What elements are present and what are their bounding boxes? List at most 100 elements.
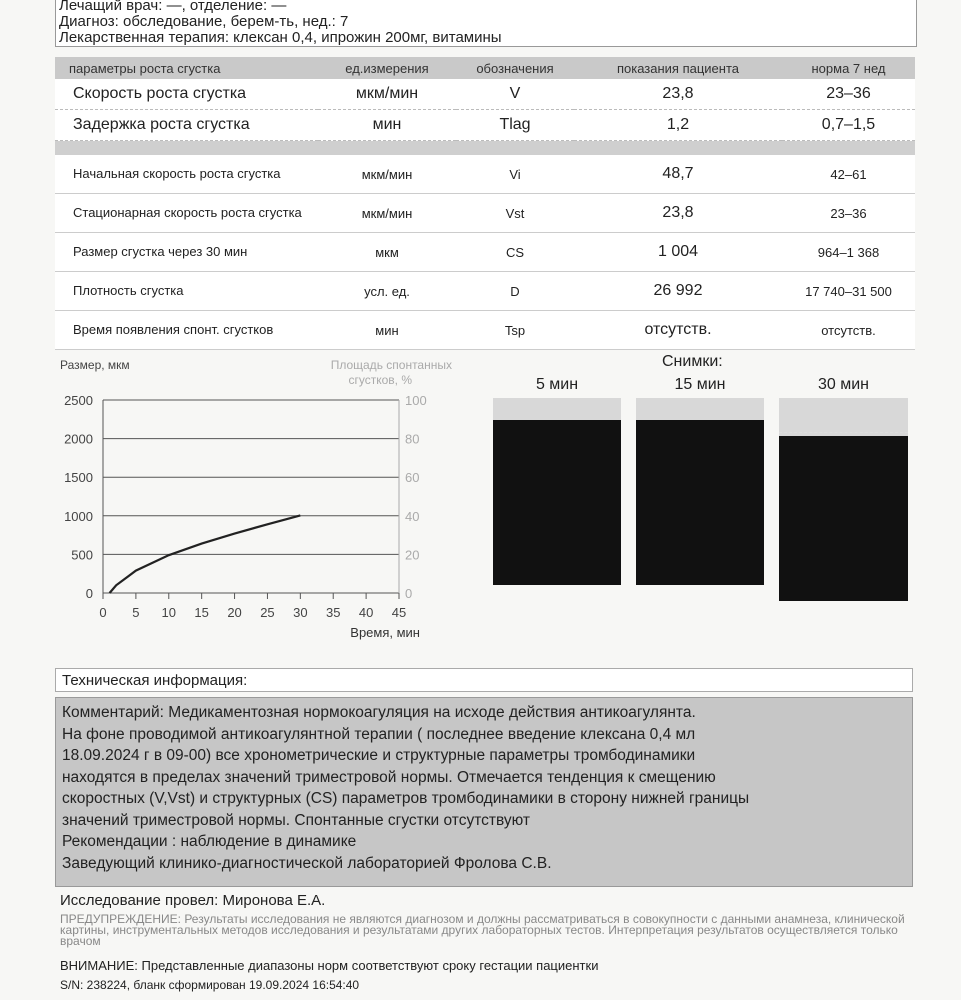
tech-info-title: Техническая информация: — [55, 668, 913, 692]
x-tick-label: 30 — [293, 605, 307, 620]
x-tick-label: 35 — [326, 605, 340, 620]
cell: 23–36 — [782, 193, 915, 233]
cell: Задержка роста сгустка — [55, 109, 318, 141]
comment-line: Комментарий: Медикаментозная нормокоагул… — [62, 704, 696, 721]
cell: Плотность сгустка — [55, 271, 318, 311]
clot-growth-chart: Размер, мкм Площадь спонтанных сгустков, … — [60, 358, 452, 640]
clot-size-line — [108, 514, 301, 594]
snapshot-label: 5 мин — [535, 376, 579, 393]
cell: мин — [318, 310, 456, 350]
cell: 0,7–1,5 — [782, 109, 915, 141]
comment-line: 18.09.2024 г в 09-00) все хронометрическ… — [62, 747, 696, 764]
snapshot-label: 15 мин — [674, 376, 726, 393]
y-tick-label: 2000 — [64, 432, 93, 447]
cell: отсутств. — [574, 310, 782, 350]
col-header: ед.измерения — [318, 57, 456, 79]
cell: Стационарная скорость роста сгустка — [55, 193, 318, 233]
comment-line: значений триместровой нормы. Спонтанные … — [62, 811, 531, 829]
cell: Время появления спонт. сгустков — [55, 310, 318, 350]
comment-line: скоростных (V,Vst) и структурных (CS) па… — [62, 790, 750, 807]
snapshot-label: 30 мин — [817, 376, 869, 393]
col-header: параметры роста сгустка — [55, 57, 318, 79]
snapshot-30min-image — [779, 398, 908, 601]
x-tick-label: 0 — [99, 605, 106, 620]
cell: 1 004 — [574, 232, 782, 272]
snapshot-15min-image — [636, 398, 764, 585]
cell: 23,8 — [574, 79, 782, 110]
table-row: Стационарная скорость роста сгустка мкм/м… — [55, 193, 915, 233]
cell: Vi — [456, 155, 574, 194]
x-axis-label: Время, мин — [350, 625, 420, 640]
y-tick-label: 2500 — [64, 393, 93, 408]
cell: Размер сгустка через 30 мин — [55, 232, 318, 272]
y2-tick-label: 0 — [405, 586, 412, 601]
y2-tick-label: 80 — [405, 432, 419, 447]
cell: мкм/мин — [318, 155, 456, 194]
y2-tick-label: 20 — [405, 547, 419, 562]
y2-tick-label: 40 — [405, 509, 419, 524]
cell: 23,8 — [574, 193, 782, 233]
comment-box: Комментарий: Медикаментозная нормокоагул… — [55, 697, 913, 887]
x-tick-label: 25 — [260, 605, 274, 620]
comment-line: На фоне проводимой антикоагулянтной тера… — [62, 725, 696, 743]
cell: V — [456, 79, 574, 110]
y-tick-label: 500 — [71, 547, 93, 562]
cell: Tlag — [456, 109, 574, 141]
col-header: обозначения — [456, 57, 574, 79]
x-tick-label: 10 — [162, 605, 176, 620]
patient-info: Лечащий врач: —, отделение: — Диагноз: о… — [55, 0, 917, 47]
cell: мкм — [318, 232, 456, 272]
cell: CS — [456, 232, 574, 272]
y-tick-label: 1500 — [64, 470, 93, 485]
therapy: Лекарственная терапия: клексан 0,4, ипро… — [59, 29, 502, 46]
comment-line: находятся в пределах значений триместров… — [62, 768, 716, 786]
cell: 42–61 — [782, 155, 915, 194]
cell: мкм/мин — [318, 193, 456, 233]
x-tick-label: 45 — [392, 605, 406, 620]
cell: отсутств. — [782, 310, 915, 350]
y2-axis-label: Площадь спонтанных сгустков, % — [331, 358, 452, 387]
cell: 1,2 — [574, 109, 782, 141]
doctor: Лечащий врач: —, отделение: — — [59, 0, 287, 14]
cell: Tsp — [456, 310, 574, 350]
y-tick-label: 1000 — [64, 509, 93, 524]
cell: Начальная скорость роста сгустка — [55, 155, 318, 194]
table-row: Задержка роста сгустка мин Tlag 1,2 0,7–1,5 — [55, 109, 915, 141]
x-tick-label: 15 — [194, 605, 208, 620]
x-tick-label: 20 — [227, 605, 241, 620]
table-row: Размер сгустка через 30 мин мкм CS 1 004 964… — [55, 232, 915, 272]
results-table: параметры роста сгустка ед.измерения обо… — [55, 57, 915, 350]
cell: мин — [318, 109, 456, 141]
cell: 48,7 — [574, 155, 782, 194]
y2-tick-label: 60 — [405, 470, 419, 485]
warning-text: ПРЕДУПРЕЖДЕНИЕ: Результаты исследования … — [60, 912, 905, 948]
cell: Скорость роста сгустка — [55, 79, 318, 110]
y-axis-label: Размер, мкм — [60, 358, 130, 372]
table-row: Плотность сгустка усл. ед. D 26 992 17 740–3… — [55, 271, 915, 311]
cell: 964–1 368 — [782, 232, 915, 272]
serial-number: S/N: 238224, бланк сформирован 19.09.202… — [60, 978, 360, 992]
table-row: Время появления спонт. сгустков мин Tsp отс… — [55, 310, 915, 350]
x-tick-label: 5 — [132, 605, 139, 620]
x-tick-label: 40 — [359, 605, 373, 620]
snapshots-title: Снимки: — [662, 353, 723, 370]
cell: мкм/мин — [318, 79, 456, 110]
cell: 23–36 — [782, 79, 915, 110]
comment-line: Заведующий клинико-диагностической лабор… — [62, 854, 552, 872]
table-header: параметры роста сгустка ед.измерения обо… — [55, 57, 915, 79]
comment-line: Рекомендации : наблюдение в динамике — [62, 833, 357, 850]
table-row: Начальная скорость роста сгустка мкм/мин V… — [55, 155, 915, 194]
cell: Vst — [456, 193, 574, 233]
col-header: показания пациента — [574, 57, 782, 79]
cell: 17 740–31 500 — [782, 271, 915, 311]
y-tick-label: 0 — [86, 586, 93, 601]
performed-by: Исследование провел: Миронова Е.А. — [60, 892, 326, 909]
diagnosis: Диагноз: обследование, берем-ть, нед.: 7 — [59, 13, 349, 30]
cell: усл. ед. — [318, 271, 456, 311]
y2-tick-label: 100 — [405, 393, 427, 408]
divider-band — [55, 140, 915, 155]
cell: 26 992 — [574, 271, 782, 311]
attention-text: ВНИМАНИЕ: Представленные диапазоны норм … — [60, 958, 599, 973]
snapshot-5min-image — [493, 398, 621, 585]
table-row: Скорость роста сгустка мкм/мин V 23,8 23–36 — [55, 79, 915, 110]
